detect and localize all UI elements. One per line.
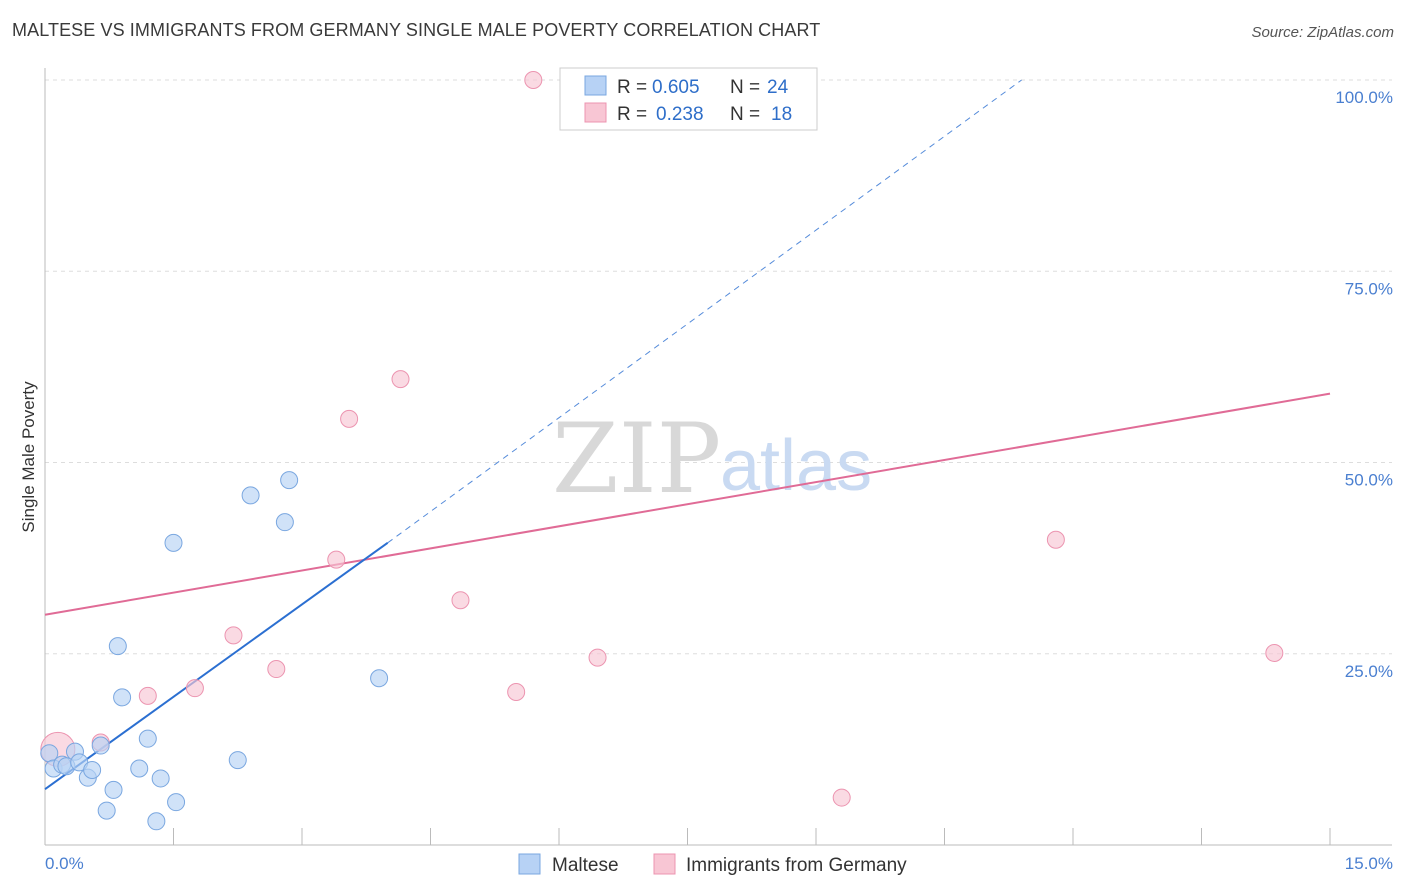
germany-point (224, 626, 243, 645)
maltese-point (241, 486, 260, 505)
legend-r-value-2: 0.238 (656, 104, 704, 125)
y-tick-label: 50.0% (1345, 471, 1393, 490)
y-axis-label: Single Male Poverty (19, 381, 38, 533)
germany-point (185, 679, 204, 698)
y-tick-label: 100.0% (1335, 88, 1393, 107)
legend-r-label-1: R = (617, 77, 647, 98)
maltese-point (370, 669, 389, 688)
germany-point (588, 648, 607, 667)
maltese-point (280, 471, 299, 490)
x-tick-label: 15.0% (1345, 854, 1393, 873)
watermark-atlas: atlas (720, 426, 872, 506)
germany-point (1046, 530, 1065, 549)
legend-swatch-germany (584, 102, 607, 123)
maltese-point (164, 533, 183, 552)
watermark: ZIP atlas (552, 403, 872, 515)
legend-bottom: Maltese Immigrants from Germany (518, 853, 907, 876)
maltese-point (228, 751, 247, 770)
maltese-point (167, 793, 186, 812)
germany-point (327, 550, 346, 569)
legend-bottom-swatch-maltese (518, 853, 541, 875)
maltese-point (91, 736, 110, 755)
maltese-point (147, 812, 166, 831)
legend-bottom-germany: Immigrants from Germany (686, 855, 907, 876)
y-tick-label: 25.0% (1345, 662, 1393, 681)
legend-top: R = 0.605 N = 24 R = 0.238 N = 18 (559, 67, 818, 131)
x-tick-label: 0.0% (45, 854, 84, 873)
germany-point (340, 409, 359, 428)
maltese-point (97, 801, 116, 820)
legend-n-value-1: 24 (767, 77, 789, 98)
y-tick-label: 75.0% (1345, 279, 1393, 298)
germany-point (507, 683, 526, 701)
maltese-point (130, 759, 149, 778)
maltese-trend-extension (387, 79, 1022, 544)
legend-r-label-2: R = (617, 104, 647, 125)
germany-point (451, 591, 470, 610)
germany-point (267, 660, 286, 679)
germany-point (391, 370, 410, 389)
data-points (40, 71, 1284, 831)
maltese-point (104, 780, 123, 799)
legend-r-value-1: 0.605 (652, 77, 700, 98)
germany-point (1265, 643, 1284, 662)
germany-trend-line (44, 392, 1331, 616)
legend-bottom-swatch-germany (653, 853, 676, 875)
legend-swatch-maltese (584, 75, 607, 96)
germany-point (524, 71, 543, 89)
maltese-point (138, 729, 157, 748)
germany-point (832, 788, 851, 807)
germany-point (138, 686, 157, 705)
maltese-point (275, 513, 294, 532)
maltese-point (108, 637, 127, 656)
source-label: Source: ZipAtlas.com (1251, 24, 1394, 41)
legend-bottom-maltese: Maltese (552, 855, 619, 876)
legend-n-label-2: N = (730, 104, 760, 125)
maltese-point (151, 769, 170, 788)
tick-labels: 25.0% 50.0% 75.0% 100.0% 0.0% 15.0% (45, 88, 1393, 873)
watermark-zip: ZIP (552, 403, 721, 515)
maltese-point (83, 761, 102, 780)
chart-title: MALTESE VS IMMIGRANTS FROM GERMANY SINGL… (12, 20, 821, 40)
legend-n-value-2: 18 (771, 104, 792, 125)
maltese-point (113, 688, 132, 707)
legend-n-label-1: N = (730, 77, 760, 98)
gridlines (45, 79, 1392, 655)
axes (44, 68, 1392, 846)
